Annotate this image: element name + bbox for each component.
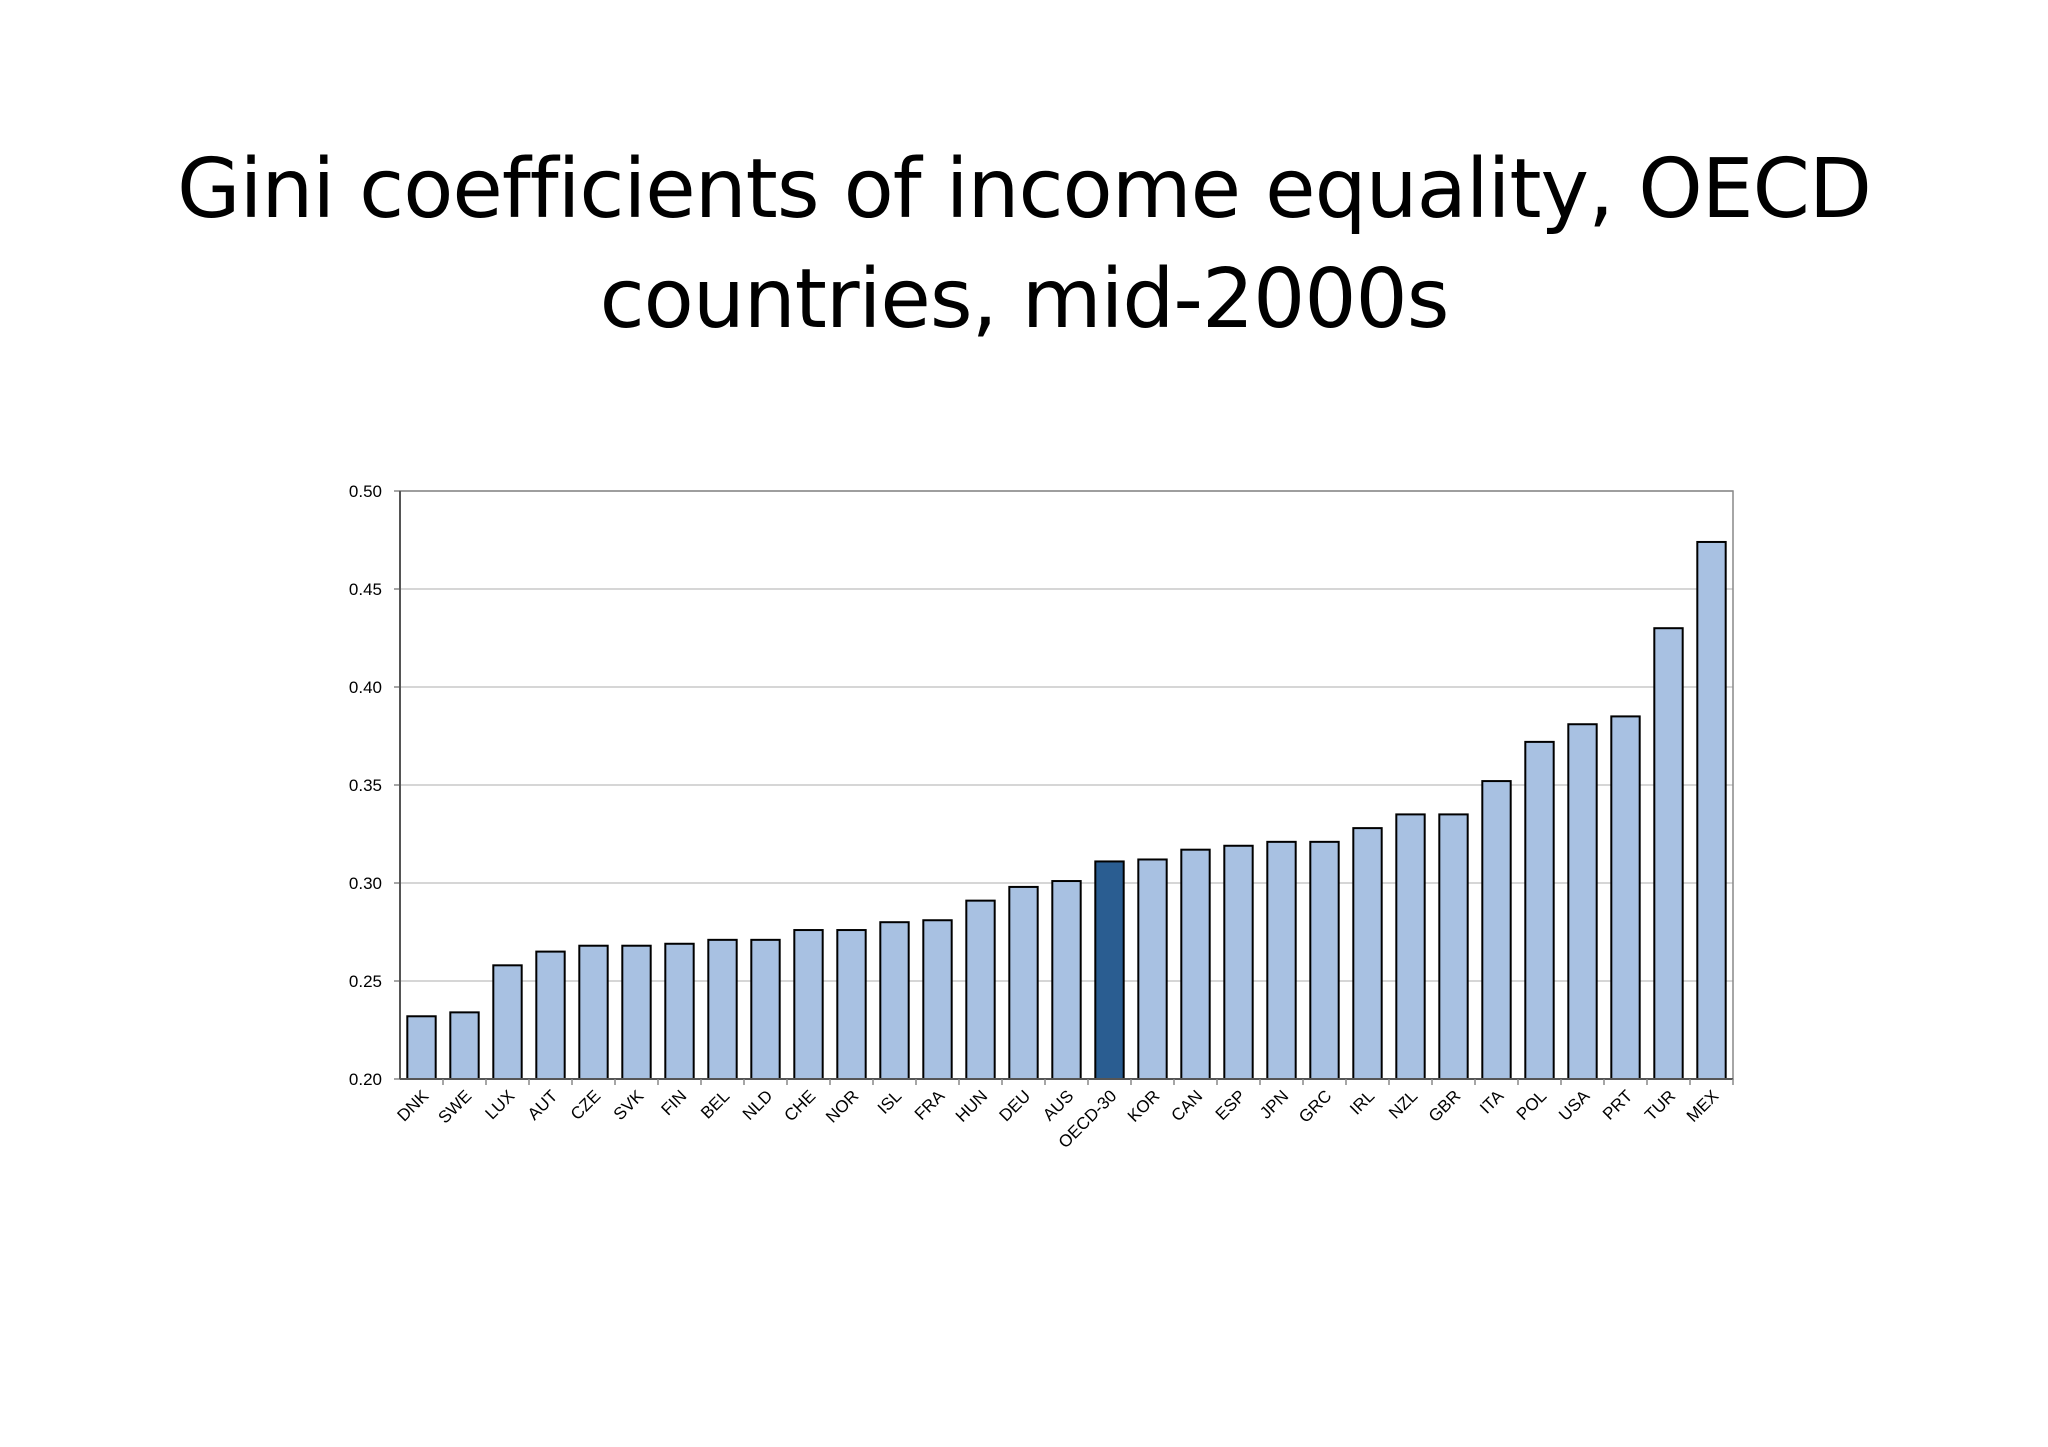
x-tick-label: ESP (1212, 1086, 1249, 1123)
bar-usa (1567, 723, 1598, 1080)
y-tick-label: 0.45 (349, 580, 382, 599)
bar-nzl (1395, 813, 1426, 1081)
y-tick-label: 0.50 (349, 482, 382, 501)
bar-mex (1696, 540, 1727, 1080)
x-tick-label: USA (1555, 1086, 1594, 1125)
bar-kor (1137, 858, 1168, 1080)
x-tick-label: SWE (435, 1086, 476, 1127)
bar-svk (621, 944, 652, 1080)
x-tick-label: DEU (996, 1086, 1035, 1125)
bar-tur (1653, 627, 1684, 1080)
x-tick-label: PRT (1599, 1086, 1636, 1123)
bar-fin (664, 942, 695, 1081)
title-line-1: Gini coefficients of income equality, OE… (177, 142, 1872, 237)
bar-isl (879, 921, 910, 1081)
bar-prt (1610, 715, 1641, 1081)
bar-nld (750, 938, 781, 1081)
x-tick-label: MEX (1683, 1086, 1722, 1125)
x-tick-label: GRC (1295, 1086, 1335, 1126)
bar-esp (1223, 844, 1254, 1081)
bar-swe (449, 1011, 480, 1080)
bar-jpn (1266, 840, 1297, 1081)
bar-ita (1481, 780, 1512, 1081)
x-tick-label: BEL (697, 1086, 733, 1122)
x-tick-label: SVK (610, 1086, 648, 1124)
bar-oecd-30 (1094, 860, 1125, 1080)
x-tick-label: DNK (394, 1086, 433, 1125)
axes (394, 490, 1734, 1085)
x-tick-label: FRA (911, 1086, 949, 1124)
x-tick-label: NLD (739, 1086, 776, 1123)
bar-cze (578, 944, 609, 1080)
x-tick-label: AUS (1039, 1086, 1077, 1124)
x-tick-label: GBR (1425, 1086, 1464, 1125)
x-tick-label: ITA (1476, 1086, 1508, 1118)
y-tick-label: 0.30 (349, 874, 382, 893)
x-tick-label: CAN (1168, 1086, 1207, 1125)
bar-deu (1008, 885, 1039, 1080)
bar-dnk (406, 1015, 437, 1081)
bar-irl (1352, 827, 1383, 1080)
x-tick-label: NOR (822, 1086, 862, 1126)
title-line-2: countries, mid-2000s (599, 252, 1450, 347)
y-tick-label: 0.40 (349, 678, 382, 697)
slide-title: Gini coefficients of income equality, OE… (0, 135, 2048, 355)
y-tick-label: 0.35 (349, 776, 382, 795)
x-tick-label: POL (1513, 1086, 1550, 1123)
x-tick-label: LUX (482, 1086, 519, 1123)
bar-pol (1524, 740, 1555, 1080)
bars (406, 540, 1727, 1081)
y-tick-label: 0.20 (349, 1070, 382, 1089)
x-tick-label: TUR (1641, 1086, 1679, 1124)
x-tick-label: ISL (874, 1086, 905, 1117)
bar-nor (836, 929, 867, 1080)
x-tick-label: IRL (1346, 1086, 1378, 1118)
bar-aus (1051, 880, 1082, 1080)
bar-grc (1309, 840, 1340, 1081)
x-tick-label: HUN (952, 1086, 991, 1125)
y-tick-label: 0.25 (349, 972, 382, 991)
x-tick-label: CHE (781, 1086, 820, 1125)
bar-bel (707, 938, 738, 1081)
bar-aut (535, 950, 566, 1080)
x-tick-label: JPN (1256, 1086, 1292, 1122)
bar-fra (922, 919, 953, 1080)
bar-can (1180, 848, 1211, 1080)
bar-lux (492, 964, 523, 1081)
x-tick-label: KOR (1124, 1086, 1163, 1125)
bar-hun (965, 899, 996, 1081)
bar-gbr (1438, 813, 1469, 1081)
x-tick-label: FIN (658, 1086, 691, 1119)
x-tick-label: AUT (524, 1086, 561, 1123)
x-tick-label: NZL (1385, 1086, 1421, 1122)
bar-che (793, 929, 824, 1080)
x-tick-label: CZE (567, 1086, 604, 1123)
